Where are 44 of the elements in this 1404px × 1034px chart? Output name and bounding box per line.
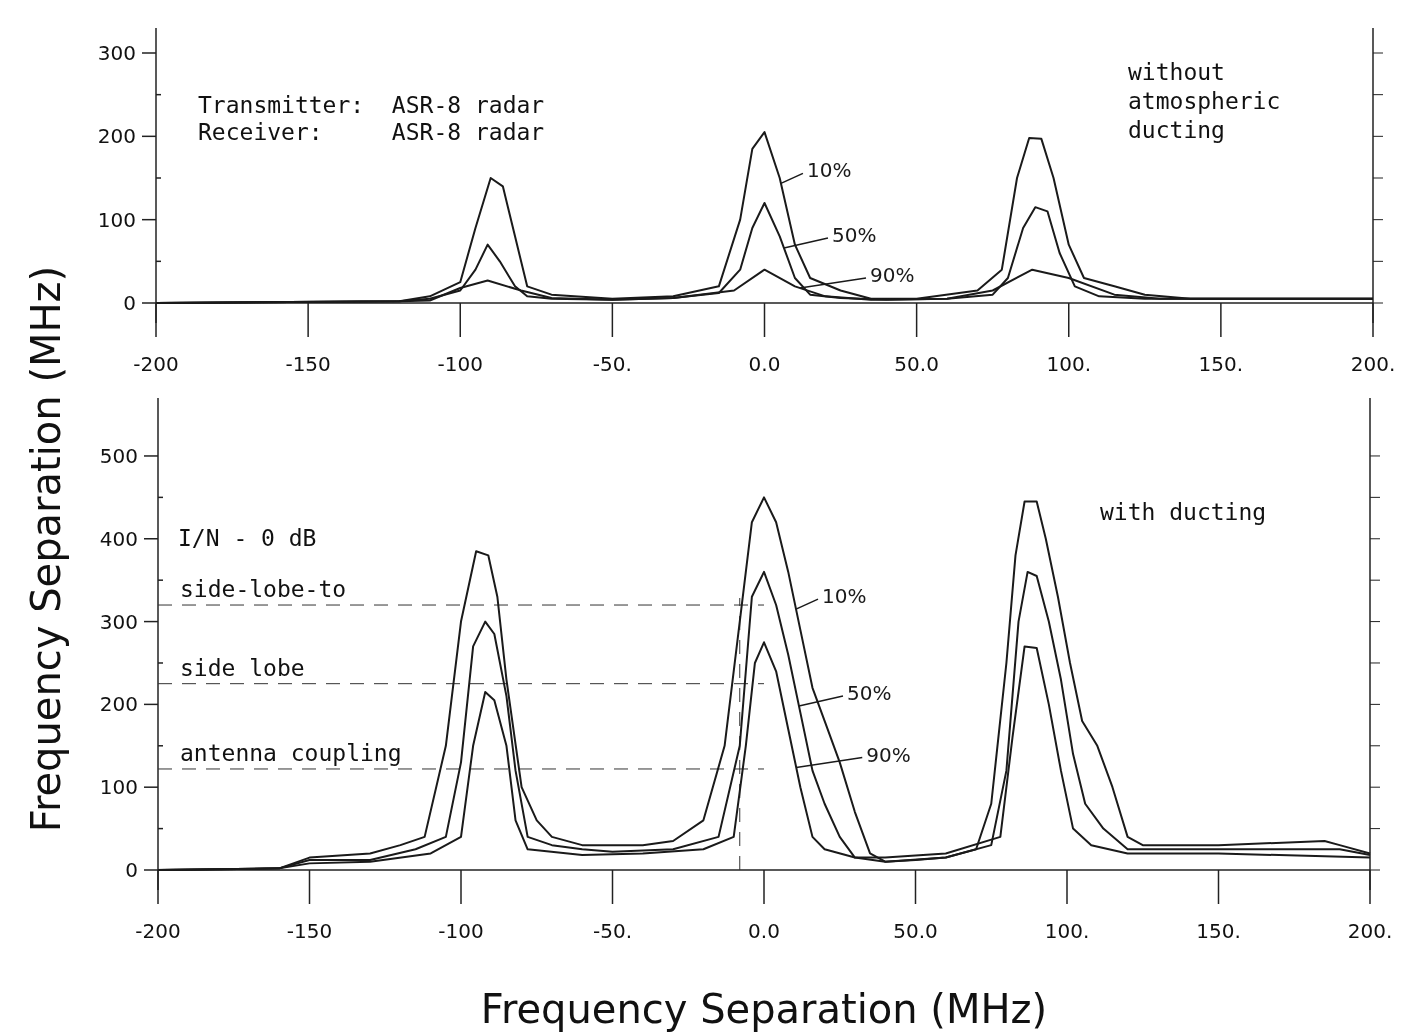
- legend-label: 90%: [866, 742, 911, 767]
- y-axis-title: Frequency Separation (MHz): [23, 265, 69, 833]
- x-tick-label: 150.: [1196, 919, 1241, 943]
- y-tick-label: 400: [99, 526, 138, 551]
- x-tick-label: -150: [285, 352, 331, 376]
- legend-label: 10%: [822, 584, 867, 609]
- annotation: Transmitter: ASR-8 radar: [198, 92, 545, 118]
- legend-label: 10%: [806, 158, 852, 183]
- x-tick-label: 0.0: [748, 352, 781, 376]
- x-tick-label: -200: [135, 919, 181, 943]
- y-tick-label: 200: [97, 124, 136, 149]
- x-tick-label: -100: [437, 352, 483, 376]
- legend-label: 50%: [831, 223, 877, 247]
- legend-label: 50%: [846, 681, 892, 706]
- legend-label: 90%: [870, 263, 915, 287]
- annotation: I/N - 0 dB: [178, 525, 317, 551]
- annotation: without atmospheric ducting: [1128, 59, 1281, 143]
- ref-line-label: side-lobe-to: [180, 576, 347, 603]
- x-tick-label: 200.: [1350, 352, 1396, 376]
- y-tick-label: 300: [99, 609, 138, 634]
- y-tick-label: 100: [99, 775, 138, 800]
- x-tick-label: -150: [286, 919, 333, 943]
- y-tick-label: 300: [97, 41, 136, 65]
- y-tick-label: 0: [123, 291, 136, 315]
- annotation: with ducting: [1100, 499, 1267, 525]
- y-tick-label: 100: [97, 207, 136, 232]
- ref-line-label: antenna coupling: [180, 739, 402, 766]
- x-tick-label: 150.: [1198, 352, 1244, 376]
- y-tick-label: 0: [125, 858, 138, 882]
- x-tick-label: 0.0: [748, 919, 780, 943]
- x-tick-label: 200.: [1347, 919, 1393, 943]
- x-axis-title: Frequency Separation (MHz): [480, 986, 1048, 1032]
- y-tick-label: 500: [99, 443, 138, 468]
- x-tick-label: -50.: [592, 352, 632, 376]
- annotation: Receiver: ASR-8 radar: [198, 119, 545, 145]
- x-tick-label: 100.: [1046, 352, 1092, 376]
- x-tick-label: 50.0: [893, 919, 938, 943]
- x-tick-label: -100: [438, 919, 484, 943]
- y-tick-label: 200: [99, 692, 138, 717]
- x-tick-label: 50.0: [894, 352, 939, 376]
- x-tick-label: -200: [133, 352, 179, 376]
- ref-line-label: side lobe: [180, 654, 305, 681]
- x-tick-label: -50.: [592, 919, 633, 943]
- x-tick-label: 100.: [1044, 919, 1090, 943]
